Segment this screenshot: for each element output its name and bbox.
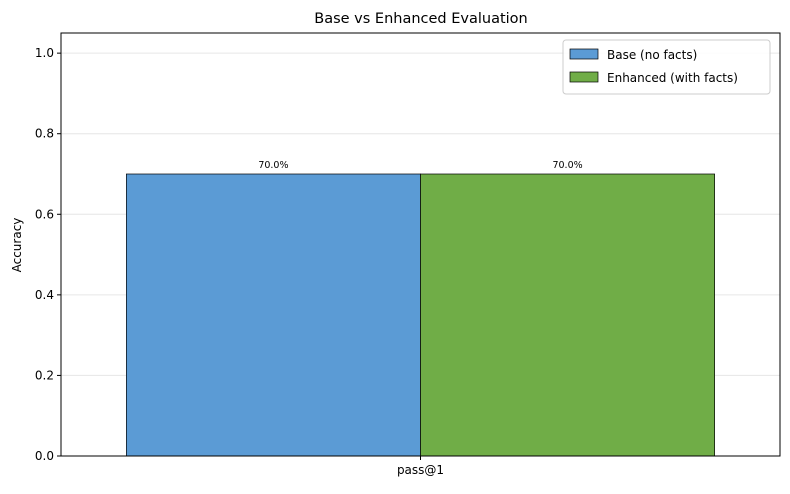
chart-title: Base vs Enhanced Evaluation [314, 11, 528, 27]
y-tick-label: 1.0 [35, 46, 54, 60]
legend-label: Base (no facts) [607, 48, 697, 62]
bars-group [126, 173, 715, 457]
legend-swatch [569, 48, 599, 60]
data-labels-group: 70.0% 70.0% [258, 160, 582, 171]
x-axis: pass@1 [397, 456, 444, 477]
y-axis: 0.0 0.2 0.4 0.6 0.8 1.0 [35, 46, 61, 463]
y-tick-label: 0.2 [35, 368, 54, 382]
data-label: 70.0% [552, 160, 582, 171]
y-tick-label: 0.4 [35, 288, 54, 302]
y-tick-label: 0.6 [35, 207, 54, 221]
y-axis-label: Accuracy [10, 218, 24, 273]
data-label: 70.0% [258, 160, 288, 171]
y-tick-label: 0.0 [35, 449, 54, 463]
legend: Base (no facts) Enhanced (with facts) [562, 39, 771, 95]
x-tick-label: pass@1 [397, 463, 444, 477]
bar-base [126, 173, 421, 457]
legend-box [562, 39, 771, 95]
bar-enhanced [420, 173, 715, 457]
legend-label: Enhanced (with facts) [607, 71, 738, 85]
legend-swatch [569, 71, 599, 83]
y-tick-label: 0.8 [35, 127, 54, 141]
